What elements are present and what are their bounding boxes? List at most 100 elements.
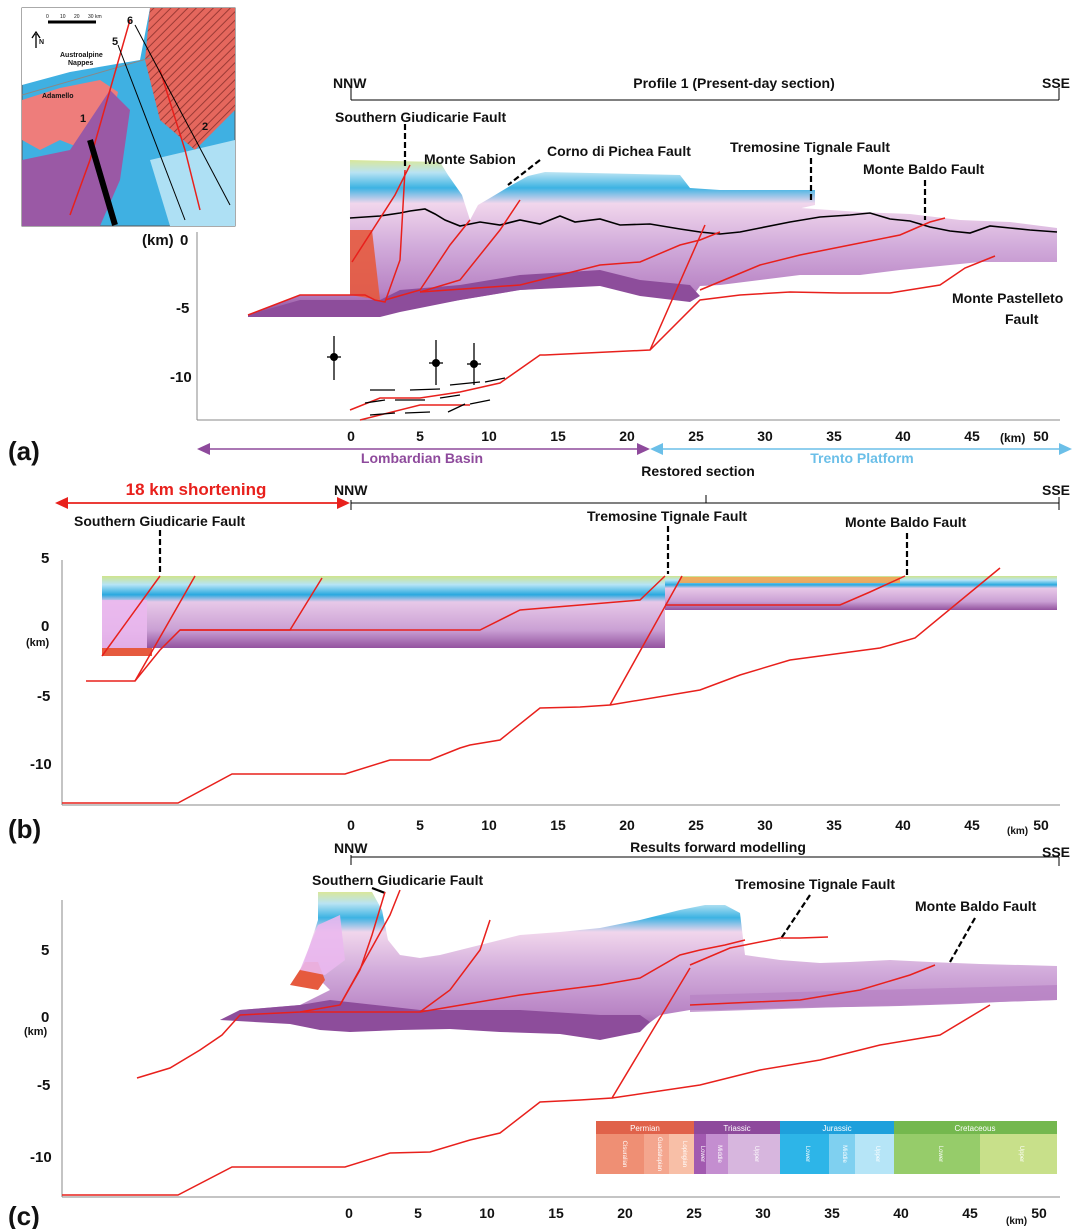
shortening-label: 18 km shortening bbox=[126, 480, 267, 499]
arrow-left-icon bbox=[650, 443, 663, 455]
panel-b: Restored section NNW SSE 18 km shortenin… bbox=[8, 463, 1070, 844]
panel-a-label-giudicarie: Southern Giudicarie Fault bbox=[335, 109, 506, 125]
map-profile-label-1: 1 bbox=[80, 113, 86, 125]
panel-a-y-unit: (km) bbox=[142, 232, 174, 249]
legend-period-cretaceous bbox=[894, 1121, 1057, 1134]
panel-b-y-unit: (km) bbox=[26, 637, 50, 649]
panel-c-label-giudicarie: Southern Giudicarie Fault bbox=[312, 872, 483, 888]
map-profile-1 bbox=[87, 139, 118, 226]
panel-a-x-ticks: 0 5 10 15 20 25 30 35 40 45 50 (km) bbox=[347, 428, 1049, 445]
legend-period-label: Permian bbox=[630, 1124, 660, 1133]
map-scale-tick-20: 20 bbox=[74, 14, 80, 20]
panel-c-letter: (c) bbox=[8, 1201, 40, 1229]
map-profile-label-6: 6 bbox=[127, 15, 133, 27]
panel-b-xtick: 15 bbox=[550, 817, 566, 833]
legend-epoch-jurassic-lower bbox=[780, 1134, 829, 1174]
panel-b-ytick-5: 5 bbox=[41, 550, 49, 567]
legend-period-label: Jurassic bbox=[822, 1124, 851, 1133]
map-profile-6 bbox=[134, 24, 231, 206]
panel-b-xtick: 20 bbox=[619, 817, 635, 833]
panel-a-topography bbox=[349, 208, 1058, 235]
panel-a-hypocenters bbox=[327, 336, 481, 385]
lombardian-basin-label: Lombardian Basin bbox=[361, 450, 483, 466]
panel-b-sse: SSE bbox=[1042, 482, 1070, 498]
north-arrow-icon bbox=[31, 30, 41, 48]
arrow-right-icon bbox=[337, 497, 350, 509]
legend-epoch-label: Lopingian bbox=[681, 1141, 687, 1167]
panel-b-strata-basin bbox=[102, 576, 665, 648]
panel-c-xtick: 30 bbox=[755, 1205, 771, 1221]
panel-c-xtick: 40 bbox=[893, 1205, 909, 1221]
panel-a-strata bbox=[248, 160, 1057, 315]
map-hatched-area bbox=[145, 8, 235, 150]
legend-epoch-label: Lower bbox=[937, 1146, 943, 1162]
trento-platform-label: Trento Platform bbox=[810, 450, 913, 466]
panel-b-letter: (b) bbox=[8, 814, 41, 844]
legend-epoch-label: Upper bbox=[1018, 1146, 1024, 1162]
panel-b-xtick: 35 bbox=[826, 817, 842, 833]
panel-c-x-unit: (km) bbox=[1006, 1216, 1027, 1227]
panel-a-title: Profile 1 (Present-day section) bbox=[633, 75, 835, 91]
legend-epoch-label: Lower bbox=[699, 1146, 705, 1162]
panel-c-sse: SSE bbox=[1042, 844, 1070, 860]
panel-c-xtick: 5 bbox=[414, 1205, 422, 1221]
panel-b-faults bbox=[62, 567, 1001, 804]
panel-c-xtick: 10 bbox=[479, 1205, 495, 1221]
panel-c-x-ticks: 0 5 10 15 20 25 30 35 40 45 50 (km) bbox=[345, 1205, 1047, 1227]
panel-a-permian bbox=[350, 230, 380, 300]
panel-c-xtick: 25 bbox=[686, 1205, 702, 1221]
legend-epoch-triassic-upper bbox=[728, 1134, 780, 1174]
map-fault-trace-2 bbox=[159, 69, 201, 211]
panel-b-x-ticks: 0 5 10 15 20 25 30 35 40 45 50 (km) bbox=[347, 817, 1049, 837]
panel-a-faults bbox=[247, 164, 996, 421]
panel-c-xtick: 20 bbox=[617, 1205, 633, 1221]
panel-c-triassic-base bbox=[220, 1000, 650, 1040]
panel-b-label-baldo: Monte Baldo Fault bbox=[845, 514, 967, 530]
panel-a-xtick: 0 bbox=[347, 428, 355, 444]
map-scale-tick-10: 10 bbox=[60, 14, 66, 20]
map-profile-label-2: 2 bbox=[202, 121, 208, 133]
panel-a-fault-giudicarie bbox=[247, 169, 406, 316]
legend-epoch-label: Cisuralian bbox=[621, 1141, 627, 1168]
arrow-left-icon bbox=[197, 443, 210, 455]
panel-b-ytick-m10: -10 bbox=[30, 756, 52, 773]
panel-b-xtick: 10 bbox=[481, 817, 497, 833]
panel-b-permian bbox=[102, 648, 152, 656]
panel-b-xtick: 25 bbox=[688, 817, 704, 833]
panel-a-nnw: NNW bbox=[333, 75, 367, 91]
map-austroalpine-area bbox=[22, 8, 150, 85]
panel-a-xtick: 35 bbox=[826, 428, 842, 444]
panel-a-label-pastelleto: Monte Pastelleto bbox=[952, 290, 1063, 306]
panel-a-ytick-m5: -5 bbox=[176, 300, 189, 317]
arrow-right-icon bbox=[637, 443, 650, 455]
panel-c-xtick: 35 bbox=[824, 1205, 840, 1221]
legend-epoch-triassic-middle bbox=[706, 1134, 728, 1174]
stratigraphic-legend: Permian Triassic Jurassic Cretaceous Cis… bbox=[596, 1121, 1057, 1174]
panel-a-label-sabion: Monte Sabion bbox=[424, 151, 516, 167]
panel-a-xtick: 40 bbox=[895, 428, 911, 444]
panel-b-x-unit: (km) bbox=[1007, 826, 1028, 837]
map-profile-label-5: 5 bbox=[112, 36, 118, 48]
legend-epoch-label: Middle bbox=[716, 1145, 722, 1163]
map-label-adamello: Adamello bbox=[42, 93, 74, 100]
panel-b-ytick-m5: -5 bbox=[37, 688, 50, 705]
legend-epoch-lopingian bbox=[669, 1134, 694, 1174]
panel-c-xtick: 0 bbox=[345, 1205, 353, 1221]
panel-a-triassic-base bbox=[248, 270, 700, 317]
panel-b-xtick: 40 bbox=[895, 817, 911, 833]
panel-a-x-unit: (km) bbox=[1000, 431, 1025, 445]
map-fault-trace bbox=[69, 19, 131, 216]
panel-b-xtick: 45 bbox=[964, 817, 980, 833]
panel-b-title: Restored section bbox=[641, 463, 755, 479]
panel-c-title: Results forward modelling bbox=[630, 839, 806, 855]
panel-a-ytick-0: 0 bbox=[180, 232, 188, 249]
panel-c-label-baldo: Monte Baldo Fault bbox=[915, 898, 1037, 914]
panel-a-xtick: 20 bbox=[619, 428, 635, 444]
arrow-left-icon bbox=[55, 497, 68, 509]
panel-a-xtick: 10 bbox=[481, 428, 497, 444]
legend-period-permian bbox=[596, 1121, 694, 1134]
legend-epoch-label: Upper bbox=[874, 1146, 880, 1162]
legend-epoch-label: Middle bbox=[841, 1145, 847, 1163]
map-label-nappes: Nappes bbox=[68, 60, 93, 67]
